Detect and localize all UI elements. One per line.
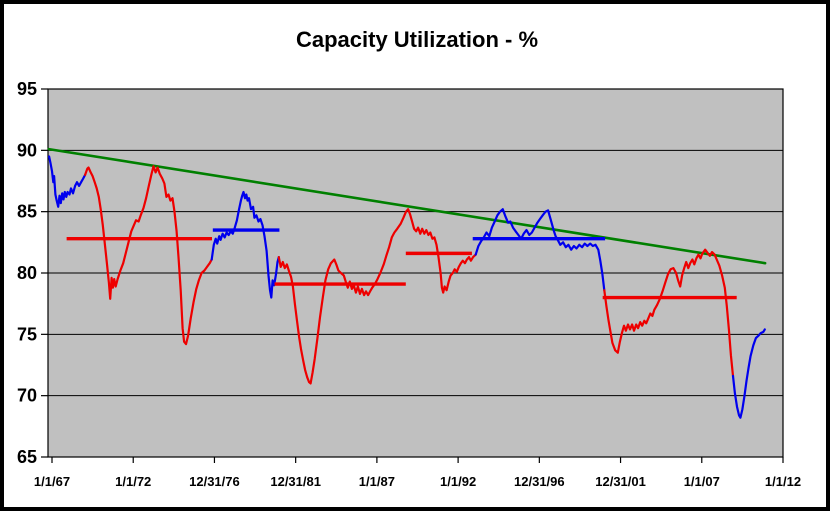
series-segment-capacity-utilization-1967-1969: [47, 155, 87, 208]
y-tick-label: 90: [17, 140, 37, 160]
x-tick-label: 1/1/67: [34, 474, 70, 489]
x-tick-label: 1/1/72: [115, 474, 151, 489]
y-tick-label: 70: [17, 386, 37, 406]
declining-trend-line: [47, 147, 767, 265]
x-tick-label: 1/1/92: [440, 474, 476, 489]
series-segment-capacity-utilization-2009-2010: [731, 328, 766, 419]
series-segment-capacity-utilization-2001-2008: [603, 248, 735, 378]
x-tick-label: 12/31/76: [189, 474, 240, 489]
y-tick-label: 65: [17, 447, 37, 467]
y-tick-label: 80: [17, 263, 37, 283]
x-tick-label: 12/31/81: [270, 474, 321, 489]
chart-title: Capacity Utilization - %: [296, 27, 538, 52]
x-tick-label: 1/1/07: [684, 474, 720, 489]
series-segment-capacity-utilization-1977-1980: [210, 190, 280, 299]
y-tick-label: 85: [17, 202, 37, 222]
x-tick-label: 1/1/12: [765, 474, 801, 489]
x-tick-label: 12/31/01: [595, 474, 646, 489]
x-tick-label: 12/31/96: [514, 474, 565, 489]
y-tick-label: 75: [17, 324, 37, 344]
x-tick-label: 1/1/87: [359, 474, 395, 489]
series-segment-capacity-utilization-1981-1992: [277, 208, 477, 385]
series-segment-capacity-utilization-1993-2000: [474, 208, 606, 292]
plot-group: 95 90 85 80 75 70 65 1/1/67 1/1/72 12/31/76 12/31/…: [17, 79, 801, 489]
y-tick-label: 95: [17, 79, 37, 99]
